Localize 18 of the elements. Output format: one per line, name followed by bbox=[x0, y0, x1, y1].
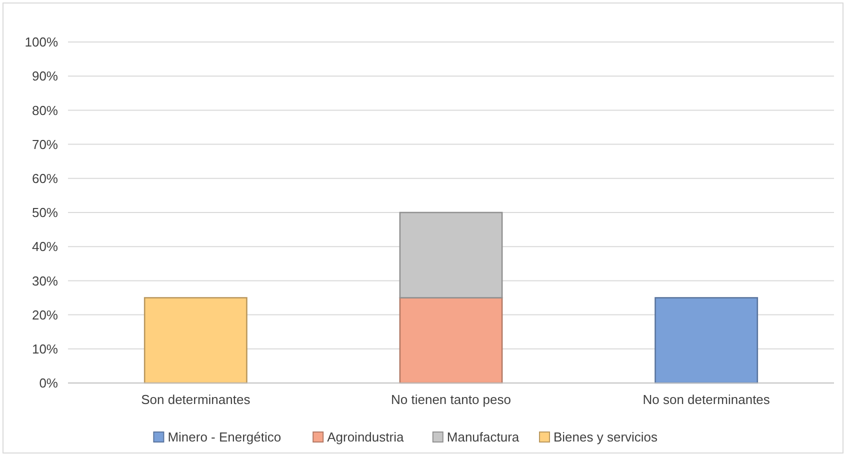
legend-label: Minero - Energético bbox=[168, 430, 282, 445]
legend-label: Agroindustria bbox=[327, 430, 404, 445]
y-tick-label: 10% bbox=[32, 341, 58, 356]
y-tick-label: 20% bbox=[32, 307, 58, 322]
y-tick-label: 30% bbox=[32, 273, 58, 288]
x-tick-label: Son determinantes bbox=[141, 392, 251, 407]
y-tick-label: 40% bbox=[32, 239, 58, 254]
y-tick-label: 0% bbox=[39, 376, 58, 391]
legend-label: Manufactura bbox=[446, 430, 520, 445]
y-tick-label: 100% bbox=[24, 34, 58, 50]
y-tick-label: 60% bbox=[32, 170, 58, 186]
legend-label: Bienes y servicios bbox=[554, 430, 658, 445]
y-tick-label: 50% bbox=[32, 205, 58, 220]
y-tick-label: 80% bbox=[32, 102, 58, 118]
x-tick-label: No son determinantes bbox=[642, 392, 770, 407]
x-tick-label: No tienen tanto peso bbox=[391, 392, 511, 407]
y-tick-label: 70% bbox=[32, 136, 58, 152]
y-tick-label: 90% bbox=[32, 68, 58, 84]
